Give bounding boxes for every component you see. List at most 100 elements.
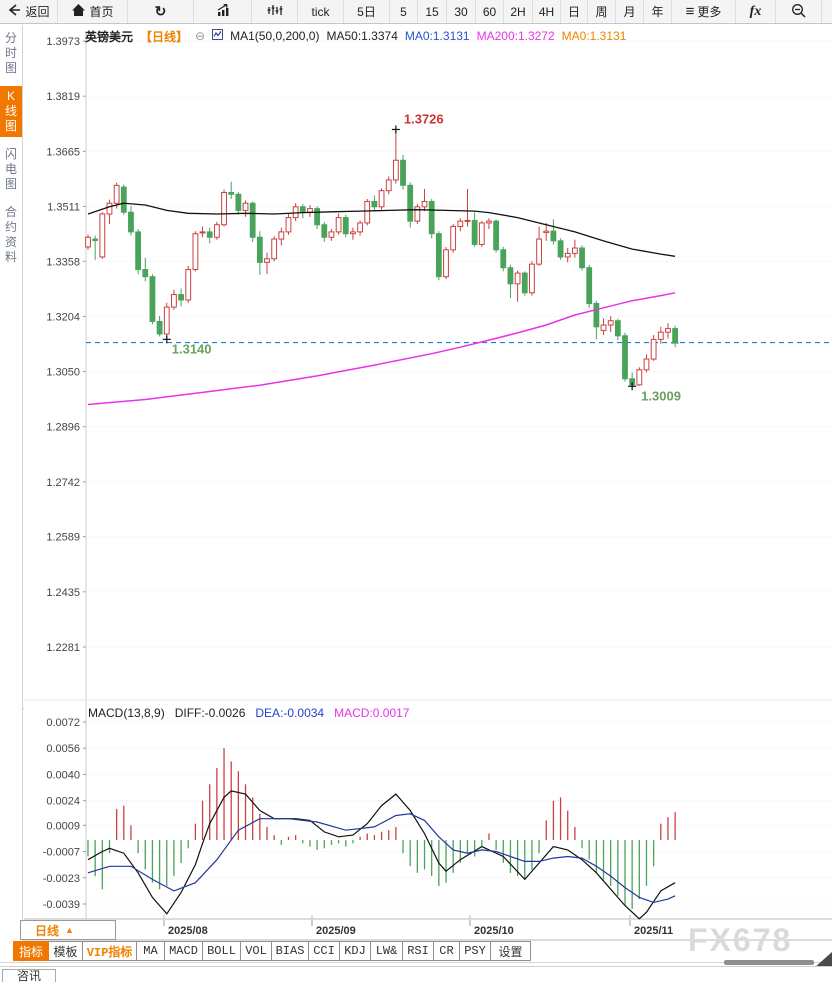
svg-text:1.3204: 1.3204 [46, 311, 80, 323]
toolbar-button-label: 月 [623, 5, 636, 19]
sidebar-item-contract-info[interactable]: 合约资料 [0, 202, 22, 268]
tab-CCI[interactable]: CCI [309, 941, 340, 961]
toolbar-button-2h[interactable]: 2H [504, 0, 533, 23]
bottom-statusbar: 咨讯 [0, 966, 832, 982]
top-toolbar: 返回 首页 ↻ tick 5日 5 15 30 60 2H 4H 日 周 月 年 ≡ 更多 fx [0, 0, 832, 24]
period-selector[interactable]: 日线 ▲ [20, 920, 116, 940]
tab-CR[interactable]: CR [434, 941, 460, 961]
gridlines [0, 32, 832, 941]
toolbar-button-label: 返回 [25, 5, 50, 19]
fx678-watermark: FX678 [688, 922, 793, 958]
sidebar-item-label: K线图 [4, 89, 17, 133]
toolbar-button-label: 年 [651, 5, 664, 19]
svg-text:2025/10: 2025/10 [474, 925, 514, 937]
menu-icon: ≡ [685, 3, 695, 20]
tab-模板[interactable]: 模板 [49, 941, 83, 961]
svg-text:1.2589: 1.2589 [46, 532, 80, 544]
tab-MA[interactable]: MA [137, 941, 165, 961]
sidebar-item-time-share[interactable]: 分时图 [0, 28, 22, 79]
fx-icon: fx [749, 3, 762, 19]
svg-text:1.3358: 1.3358 [46, 256, 80, 268]
zoom-out-icon [791, 3, 807, 21]
toolbar-button-more[interactable]: ≡ 更多 [672, 0, 736, 23]
svg-text:1.3973: 1.3973 [46, 36, 80, 48]
toolbar-button-label: 30 [454, 4, 468, 19]
ma50-value: MA50:1.3374 [326, 29, 398, 43]
toolbar-button-zoom-out[interactable] [776, 0, 822, 23]
svg-text:-0.0039: -0.0039 [43, 899, 80, 911]
news-tab[interactable]: 咨讯 [2, 969, 56, 982]
svg-text:1.3009: 1.3009 [641, 388, 681, 403]
horizontal-scrollbar-track[interactable] [0, 962, 832, 963]
svg-text:0.0024: 0.0024 [46, 796, 80, 808]
svg-text:2025/09: 2025/09 [316, 925, 356, 937]
toolbar-button-15[interactable]: 15 [418, 0, 447, 23]
tab-设置[interactable]: 设置 [491, 941, 531, 961]
toolbar-button-label: 5日 [357, 5, 376, 19]
toolbar-button-tick[interactable]: tick [298, 0, 344, 23]
mini-chart-icon [212, 29, 224, 43]
dea-value: DEA:-0.0034 [255, 706, 325, 720]
toolbar-button-month[interactable]: 月 [616, 0, 644, 23]
toolbar-button-tick-chart[interactable] [252, 0, 298, 23]
tab-LW&[interactable]: LW& [371, 941, 403, 961]
ma200-value: MA200:1.3272 [476, 29, 555, 43]
toolbar-button-5[interactable]: 5 [390, 0, 418, 23]
toolbar-button-week[interactable]: 周 [588, 0, 616, 23]
collapse-icon[interactable]: ⊖ [195, 29, 206, 43]
svg-text:1.3819: 1.3819 [46, 91, 80, 103]
sidebar-item-label: 分时图 [4, 31, 17, 75]
toolbar-button-60[interactable]: 60 [476, 0, 504, 23]
toolbar-button-label: 周 [595, 5, 608, 19]
svg-text:-0.0007: -0.0007 [43, 847, 80, 859]
toolbar-button-5d[interactable]: 5日 [344, 0, 390, 23]
ma-settings-label: MA1(50,0,200,0) [230, 29, 320, 43]
tab-BIAS[interactable]: BIAS [272, 941, 309, 961]
resize-grip-icon[interactable] [812, 950, 832, 968]
svg-text:0.0040: 0.0040 [46, 769, 80, 781]
sidebar-item-kline[interactable]: K线图 [0, 86, 22, 137]
toolbar-button-label: 15 [425, 4, 439, 19]
toolbar-button-30[interactable]: 30 [447, 0, 476, 23]
tab-BOLL[interactable]: BOLL [203, 941, 241, 961]
toolbar-button-day[interactable]: 日 [561, 0, 588, 23]
toolbar-button-bars-chart[interactable] [194, 0, 252, 23]
sidebar-item-label: 合约资料 [4, 205, 17, 264]
tab-KDJ[interactable]: KDJ [340, 941, 371, 961]
svg-text:1.3511: 1.3511 [47, 201, 80, 213]
toolbar-button-label: 60 [482, 4, 497, 19]
tab-RSI[interactable]: RSI [403, 941, 434, 961]
chart-type-sidebar: 分时图 K线图闪电图合约资料 [0, 25, 23, 962]
tab-指标[interactable]: 指标 [13, 941, 49, 961]
toolbar-button-home[interactable]: 首页 [58, 0, 128, 23]
tab-VOL[interactable]: VOL [241, 941, 272, 961]
svg-text:1.2742: 1.2742 [46, 477, 80, 489]
toolbar-button-label: 首页 [89, 5, 114, 19]
macd-layer [87, 748, 676, 920]
svg-text:1.2281: 1.2281 [46, 642, 80, 654]
macd-value: MACD:0.0017 [334, 706, 410, 720]
toolbar-button-4h[interactable]: 4H [533, 0, 561, 23]
horizontal-scrollbar-thumb[interactable] [724, 960, 814, 965]
tab-MACD[interactable]: MACD [165, 941, 203, 961]
toolbar-button-fx[interactable]: fx [736, 0, 776, 23]
toolbar-button-year[interactable]: 年 [644, 0, 672, 23]
symbol-name: 英镑美元 [85, 29, 134, 44]
tab-PSY[interactable]: PSY [460, 941, 491, 961]
svg-text:-0.0023: -0.0023 [43, 873, 80, 885]
triangle-up-icon: ▲ [65, 925, 74, 935]
ma0-slow-value: MA0:1.3131 [561, 29, 627, 43]
tab-VIP指标[interactable]: VIP指标 [83, 941, 137, 961]
bars-chart-icon [215, 3, 231, 20]
indicator-tabbar: 指标 模板 VIP指标 MA MACD BOLL VOL BIAS CCI KDJ LW& RSI CR… [13, 941, 531, 961]
toolbar-button-label: 更多 [697, 5, 722, 19]
back-arrow-icon [7, 3, 22, 20]
toolbar-button-label: 2H [510, 4, 526, 19]
refresh-icon: ↻ [154, 3, 167, 19]
toolbar-button-back[interactable]: 返回 [0, 0, 58, 23]
toolbar-button-refresh[interactable]: ↻ [128, 0, 194, 23]
sidebar-item-lightning[interactable]: 闪电图 [0, 144, 22, 195]
toolbar-button-label: tick [311, 4, 330, 19]
